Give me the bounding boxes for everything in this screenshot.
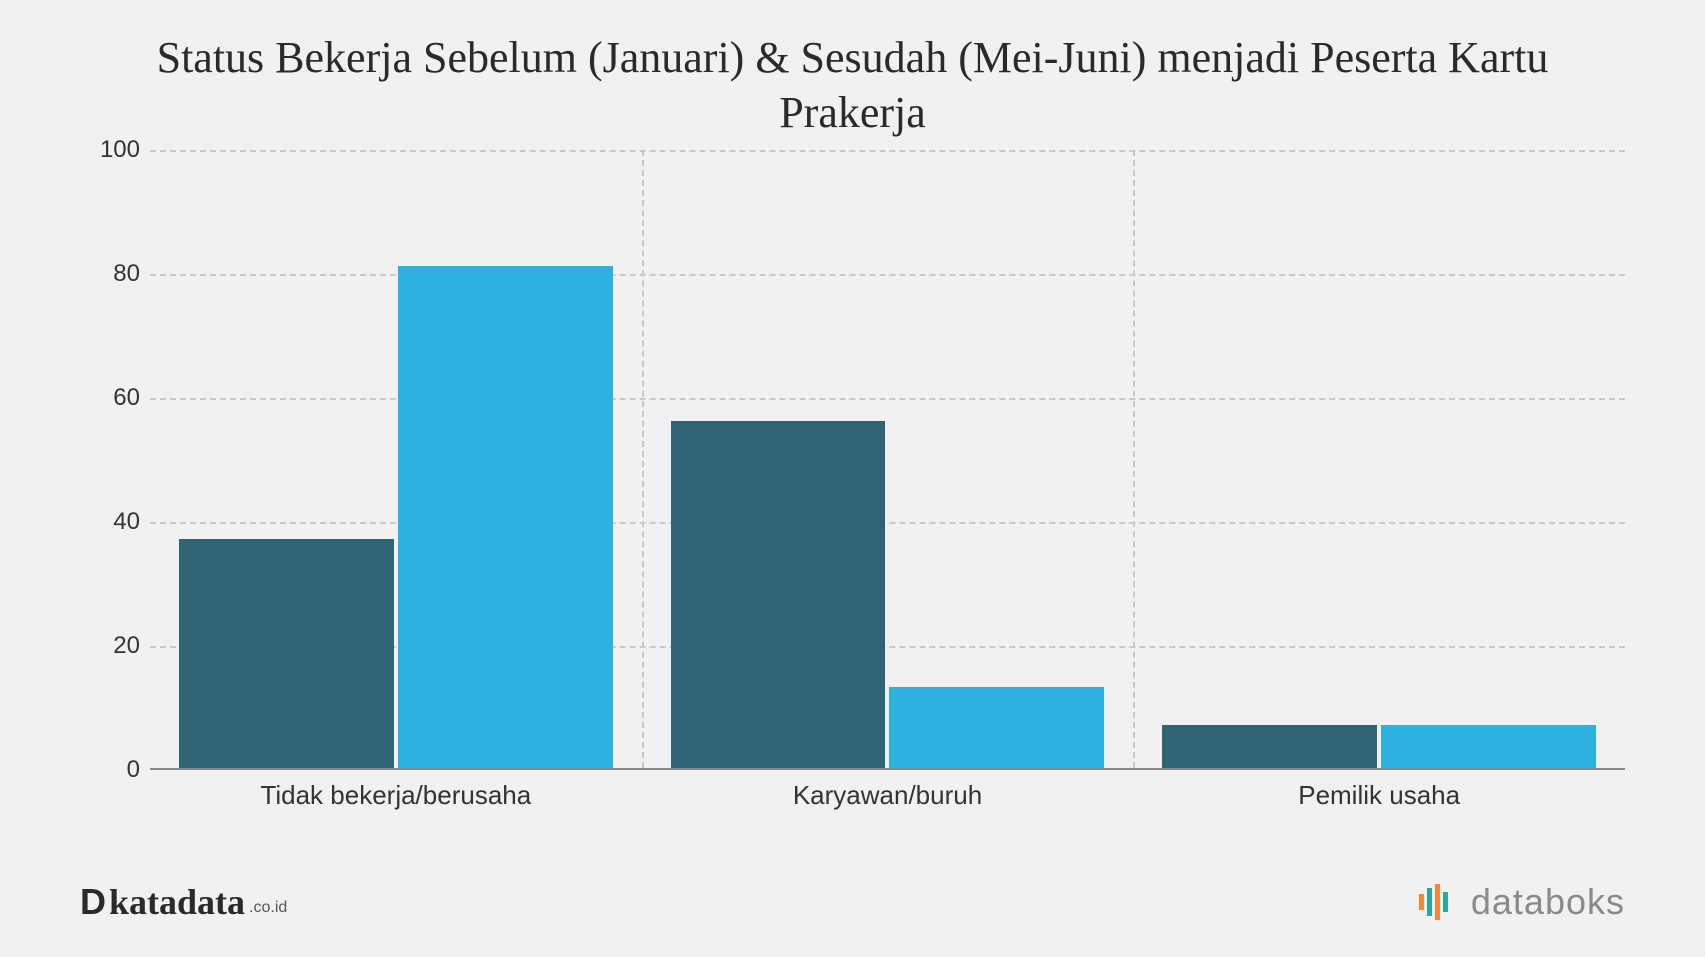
bar-group [162,266,629,768]
chart-title: Status Bekerja Sebelum (Januari) & Sesud… [153,30,1553,140]
x-tick-label: Pemilik usaha [1298,780,1460,811]
y-tick-label: 40 [80,508,140,536]
x-tick-label: Tidak bekerja/berusaha [260,780,531,811]
bar-group [1146,725,1613,768]
y-tick-label: 0 [80,756,140,784]
bar [179,539,394,768]
gridline-vertical [1133,150,1135,768]
bar [889,687,1104,768]
y-axis: 020406080100 [80,150,150,770]
chart: 020406080100 Tidak bekerja/berusahaKarya… [80,150,1625,810]
katadata-logo-mark: D [80,881,105,923]
y-tick-label: 60 [80,384,140,412]
page: Status Bekerja Sebelum (Januari) & Sesud… [0,0,1705,957]
gridline-vertical [642,150,644,768]
katadata-logo-text: katadata [109,881,245,923]
gridline-horizontal [150,150,1625,152]
databoks-icon [1413,880,1457,924]
x-tick-label: Karyawan/buruh [793,780,982,811]
plot-area [150,150,1625,770]
bar [398,266,613,768]
katadata-logo-suffix: .co.id [249,899,287,917]
bar [671,421,886,768]
bar [1162,725,1377,768]
bar [1381,725,1596,768]
y-tick-label: 20 [80,632,140,660]
bar-group [654,421,1121,768]
y-tick-label: 100 [80,136,140,164]
y-tick-label: 80 [80,260,140,288]
databoks-logo-text: databoks [1471,881,1625,923]
katadata-logo: D katadata .co.id [80,881,287,923]
x-axis: Tidak bekerja/berusaha Karyawan/buruh Pemi… [150,780,1625,820]
footer: D katadata .co.id databoks [0,847,1705,957]
databoks-logo: databoks [1413,880,1625,924]
